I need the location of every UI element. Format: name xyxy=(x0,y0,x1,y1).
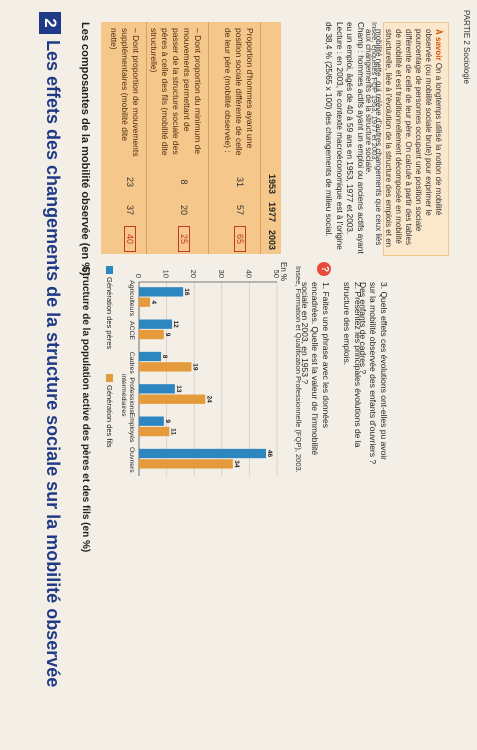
data-label: 4 xyxy=(150,300,157,304)
y-tick-label: 20 xyxy=(189,270,198,278)
a-savoir-text: On a longtemps utilisé la notion de mobi… xyxy=(364,29,443,248)
bar xyxy=(138,384,175,394)
y-tick-label: 40 xyxy=(244,270,253,278)
a-savoir-title: À savoir xyxy=(434,29,443,61)
cell-value: 37 xyxy=(125,204,135,215)
table-description: Champ : hommes actifs ayant un emploi ou… xyxy=(324,22,366,254)
cell-value: 20 xyxy=(179,204,189,215)
data-label: 12 xyxy=(172,321,179,329)
row-divider xyxy=(260,22,261,254)
table-header: 1953 1977 2003 xyxy=(261,22,281,254)
cell-value-highlighted: 25 xyxy=(178,226,190,252)
legend-label: Génération des pères xyxy=(105,277,114,349)
x-tick-label: Agriculteurs xyxy=(128,280,135,316)
cell-value: 8 xyxy=(179,179,189,185)
legend-swatch xyxy=(106,374,113,382)
cell-value-highlighted: 65 xyxy=(234,226,246,252)
bar xyxy=(139,319,173,329)
x-tick-label: Professions xyxy=(128,377,135,413)
data-label: 34 xyxy=(233,460,240,468)
data-label: 11 xyxy=(169,428,176,435)
bar-chart: En %0 10 20 30 40 50164Agriculteurs129ACCE819… xyxy=(105,262,288,476)
y-tick-label: 0 xyxy=(134,274,143,278)
bar xyxy=(139,459,233,469)
cell-value: 31 xyxy=(235,176,245,187)
data-label: 8 xyxy=(161,355,168,359)
x-tick-label: Ouvriers xyxy=(128,447,135,473)
bar xyxy=(139,448,266,459)
question-3: 3. Quels effets ces évolutions ont-elles… xyxy=(358,282,389,465)
question-icon: ? xyxy=(317,262,331,276)
x-tick-label: Cadres xyxy=(128,352,135,375)
question-1: 1. Faites une phrase avec les données en… xyxy=(300,282,331,456)
data-label: 19 xyxy=(191,363,198,371)
cell-value: 23 xyxy=(125,176,135,187)
a-savoir-content: À savoir On a longtemps utilisé la notio… xyxy=(363,29,443,249)
bar xyxy=(139,287,184,297)
data-label: 9 xyxy=(164,333,171,337)
legend-swatch xyxy=(106,266,113,274)
bar xyxy=(138,329,164,340)
column-header: 1977 xyxy=(267,202,277,223)
y-tick-label: 50 xyxy=(272,270,281,278)
x-tick-label: intermédiaires xyxy=(120,374,127,417)
page-footer: PARTIE 2 Sociologie xyxy=(462,10,471,84)
bar xyxy=(138,297,151,307)
row-label: Proportion d'hommes ayant une position s… xyxy=(223,28,255,156)
row-divider xyxy=(146,22,147,254)
data-label: 16 xyxy=(183,288,190,296)
data-label: 24 xyxy=(205,396,212,404)
cell-value: 57 xyxy=(235,204,245,215)
bar xyxy=(139,426,170,437)
data-label: 46 xyxy=(266,450,273,458)
a-savoir-box: À savoir On a longtemps utilisé la notio… xyxy=(364,22,449,256)
y-tick-label: 30 xyxy=(217,270,226,278)
row-divider xyxy=(208,22,209,254)
cell-value-highlighted: 40 xyxy=(124,226,136,252)
mobility-table: 1953 1977 2003 Proportion d'hommes ayant… xyxy=(101,22,281,254)
row-label: – Dont proportion du minimum de mouvemen… xyxy=(149,28,203,156)
table-title: Les composantes de la mobilité observée … xyxy=(79,22,91,276)
column-header: 1953 xyxy=(267,174,277,195)
y-axis-label: En % xyxy=(279,262,288,281)
chart-title: Structure de la population active des pè… xyxy=(80,266,91,553)
row-label: – Dont proportion de mouvements suppléme… xyxy=(109,28,141,157)
bar xyxy=(139,394,206,404)
bar xyxy=(138,416,164,426)
data-label: 13 xyxy=(175,385,182,393)
data-label: 9 xyxy=(164,419,171,423)
page-title: Les effets des changements de la structu… xyxy=(43,40,63,688)
legend-label: Génération des fils xyxy=(105,385,114,448)
bar xyxy=(139,351,162,362)
y-tick-label: 10 xyxy=(162,270,171,278)
x-tick-label: Employés xyxy=(128,413,135,443)
section-number: 2 xyxy=(39,12,61,34)
bar xyxy=(139,362,192,372)
column-header: 2003 xyxy=(267,230,277,251)
x-tick-label: ACCE xyxy=(128,321,135,340)
